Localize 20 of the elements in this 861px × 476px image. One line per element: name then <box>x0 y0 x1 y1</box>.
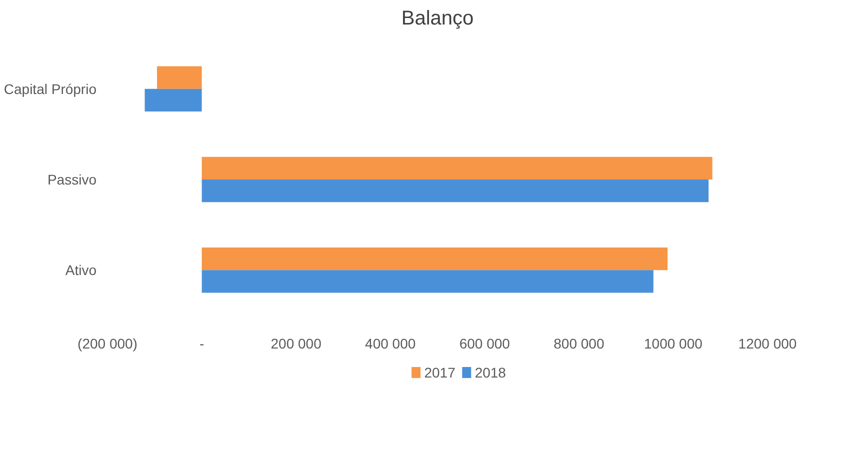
legend-label: 2017 <box>424 364 456 380</box>
y-tick-label: Ativo <box>65 262 97 278</box>
bar <box>144 88 202 112</box>
x-tick-label: 1000 000 <box>644 336 703 352</box>
x-tick-label: - <box>199 336 204 352</box>
legend-label: 2018 <box>474 364 506 380</box>
x-tick-label: (200 000) <box>78 336 138 352</box>
bar <box>157 66 202 89</box>
bar <box>202 270 654 293</box>
y-tick-label: Capital Próprio <box>4 80 97 97</box>
x-tick-label: 200 000 <box>270 336 322 352</box>
bar <box>202 180 709 202</box>
x-tick-label: 400 000 <box>365 336 416 352</box>
chart-title: Balanço <box>401 8 474 30</box>
x-tick-label: 800 000 <box>554 336 604 352</box>
x-tick-label: 600 000 <box>459 336 510 352</box>
x-tick-label: 1200 000 <box>738 336 797 352</box>
bar <box>202 247 668 270</box>
y-tick-label: Passivo <box>47 172 97 188</box>
bar <box>202 156 712 180</box>
